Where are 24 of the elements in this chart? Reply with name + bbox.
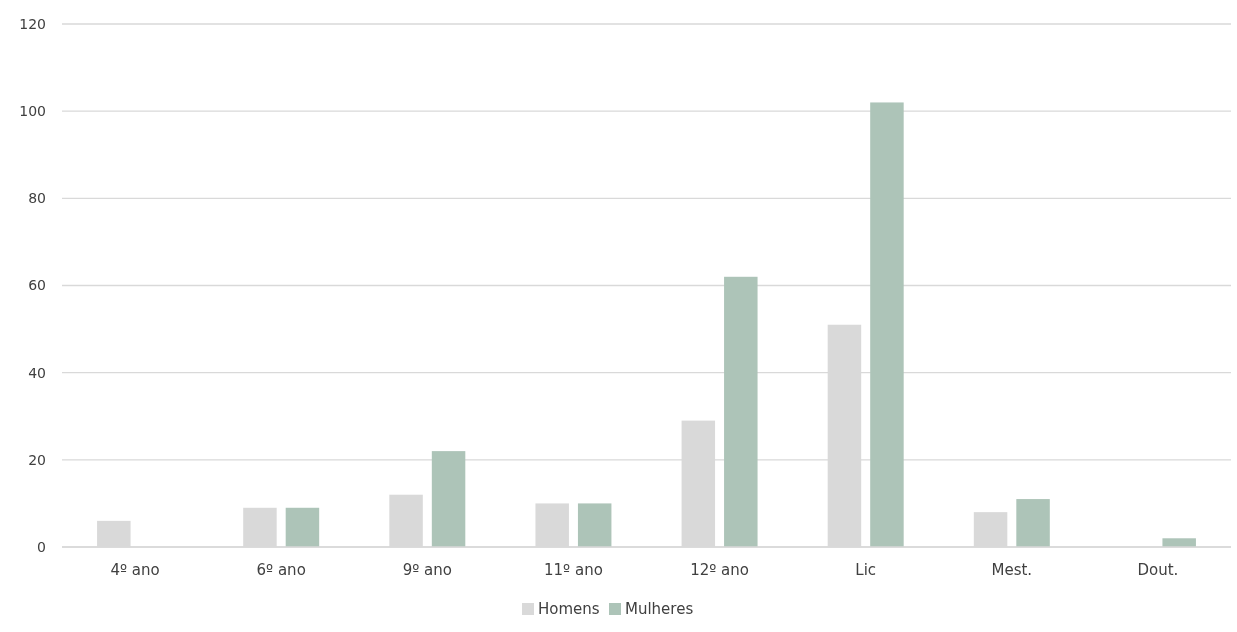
x-tick-label: 11º ano bbox=[544, 561, 603, 579]
x-tick-label: 4º ano bbox=[110, 561, 160, 579]
x-tick-label: 12º ano bbox=[690, 561, 749, 579]
y-tick-label: 60 bbox=[28, 277, 46, 294]
bar bbox=[1162, 538, 1196, 547]
bar bbox=[577, 503, 612, 547]
bar bbox=[285, 507, 320, 547]
y-tick-label: 20 bbox=[28, 451, 46, 468]
x-tick-label: Lic bbox=[855, 561, 877, 579]
y-tick-label: 80 bbox=[28, 190, 46, 207]
bar bbox=[724, 276, 758, 547]
y-tick-label: 40 bbox=[28, 364, 46, 381]
y-tick-label: 100 bbox=[19, 103, 46, 120]
x-tick-label: Mest. bbox=[991, 561, 1033, 579]
x-tick-label: 6º ano bbox=[256, 561, 306, 579]
bar bbox=[1016, 499, 1050, 547]
y-tick-label: 120 bbox=[19, 15, 46, 32]
x-tick-label: 9º ano bbox=[402, 561, 452, 579]
legend-label: Homens bbox=[538, 600, 600, 618]
bar bbox=[431, 451, 466, 547]
legend-label: Mulheres bbox=[625, 600, 694, 618]
y-tick-label: 0 bbox=[37, 538, 46, 555]
x-tick-label: Dout. bbox=[1137, 561, 1179, 579]
bar bbox=[870, 102, 904, 547]
